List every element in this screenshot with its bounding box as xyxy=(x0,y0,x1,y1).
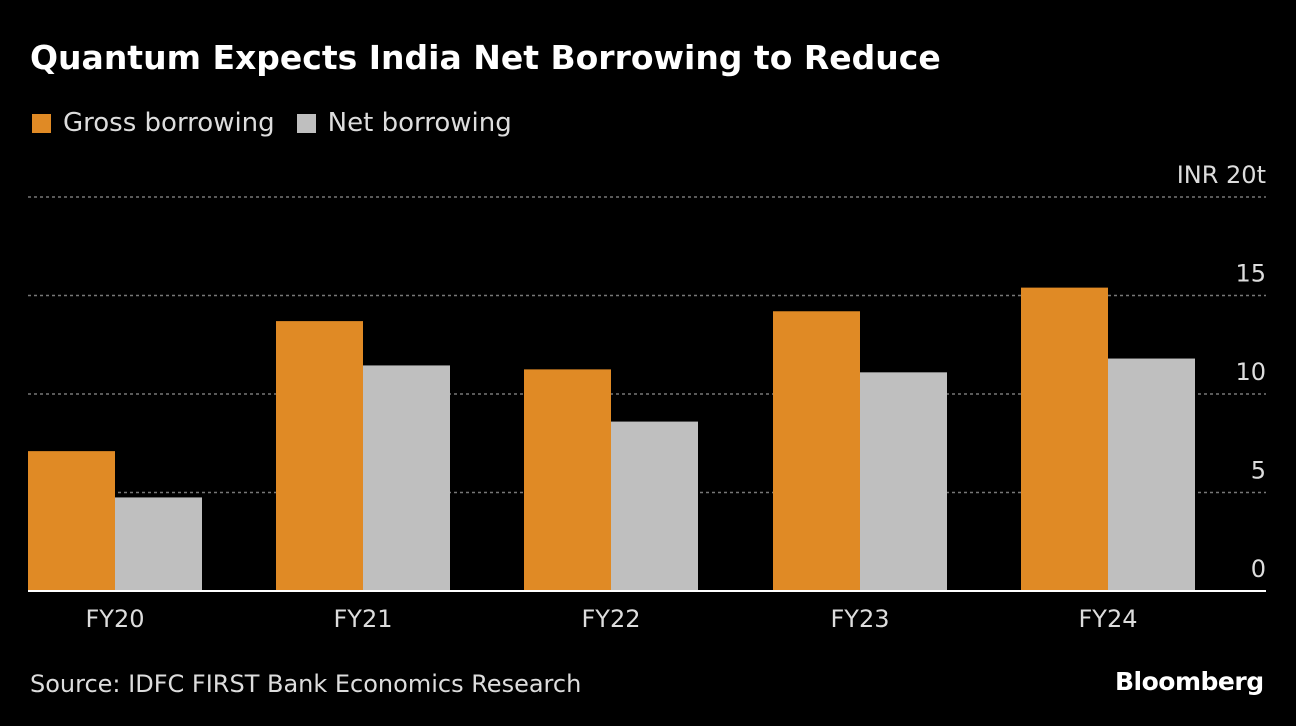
y-tick-label-20: INR 20t xyxy=(1177,161,1266,189)
bar-gross-fy21 xyxy=(276,321,363,591)
legend-swatch-net xyxy=(296,113,316,133)
source-note: Source: IDFC FIRST Bank Economics Resear… xyxy=(30,670,582,698)
x-tick-label-fy20: FY20 xyxy=(85,605,144,633)
bloomberg-logo: Bloomberg xyxy=(1115,667,1264,696)
y-tick-label-0: 0 xyxy=(1251,555,1266,583)
bar-net-fy23 xyxy=(860,372,947,591)
x-tick-label-fy24: FY24 xyxy=(1078,605,1137,633)
legend-label-net: Net borrowing xyxy=(327,108,512,138)
bar-gross-fy24 xyxy=(1021,287,1108,591)
y-tick-label-15: 15 xyxy=(1235,260,1266,288)
x-tick-label-fy21: FY21 xyxy=(333,605,392,633)
bar-gross-fy23 xyxy=(773,311,860,591)
chart-title: Quantum Expects India Net Borrowing to R… xyxy=(30,38,941,77)
y-tick-label-5: 5 xyxy=(1251,457,1266,485)
x-tick-label-fy22: FY22 xyxy=(581,605,640,633)
chart-legend: Gross borrowing Net borrowing xyxy=(32,108,534,138)
bar-net-fy22 xyxy=(611,421,698,591)
y-tick-label-10: 10 xyxy=(1235,358,1266,386)
bar-net-fy20 xyxy=(115,497,202,591)
legend-label-gross: Gross borrowing xyxy=(63,108,275,138)
bar-gross-fy20 xyxy=(28,451,115,591)
legend-swatch-gross xyxy=(32,113,51,133)
legend-item-gross: Gross borrowing xyxy=(32,108,275,138)
bar-net-fy21 xyxy=(363,365,450,591)
bar-gross-fy22 xyxy=(524,369,611,591)
bar-net-fy24 xyxy=(1108,358,1195,591)
x-tick-label-fy23: FY23 xyxy=(830,605,889,633)
legend-item-net: Net borrowing xyxy=(296,108,512,138)
